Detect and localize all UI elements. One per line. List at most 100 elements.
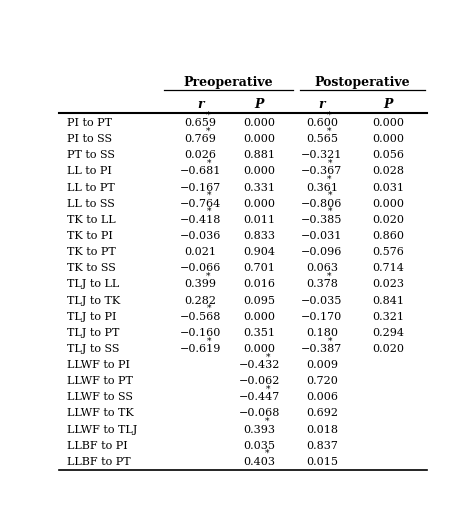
Text: −0.418: −0.418 — [180, 215, 221, 225]
Text: PI to SS: PI to SS — [66, 134, 112, 144]
Text: 0.860: 0.860 — [372, 231, 404, 241]
Text: −0.387: −0.387 — [301, 344, 343, 354]
Text: 0.020: 0.020 — [372, 344, 404, 354]
Text: 0.000: 0.000 — [244, 199, 275, 209]
Text: LLBF to PT: LLBF to PT — [66, 457, 130, 467]
Text: 0.000: 0.000 — [372, 134, 404, 144]
Text: 0.000: 0.000 — [244, 134, 275, 144]
Text: 0.063: 0.063 — [306, 263, 338, 274]
Text: −0.447: −0.447 — [239, 392, 280, 402]
Text: *: * — [328, 336, 332, 345]
Text: TLJ to LL: TLJ to LL — [66, 279, 119, 289]
Text: 0.020: 0.020 — [372, 215, 404, 225]
Text: TLJ to SS: TLJ to SS — [66, 344, 119, 354]
Text: −0.170: −0.170 — [301, 312, 343, 322]
Text: 0.000: 0.000 — [372, 199, 404, 209]
Text: −0.367: −0.367 — [301, 166, 343, 176]
Text: *: * — [207, 207, 211, 216]
Text: −0.035: −0.035 — [301, 296, 343, 306]
Text: LLWF to SS: LLWF to SS — [66, 392, 133, 402]
Text: 0.692: 0.692 — [306, 409, 338, 419]
Text: TK to SS: TK to SS — [66, 263, 116, 274]
Text: 0.576: 0.576 — [372, 247, 404, 257]
Text: 0.000: 0.000 — [372, 118, 404, 128]
Text: 0.294: 0.294 — [372, 328, 404, 338]
Text: r: r — [319, 98, 325, 110]
Text: *: * — [265, 352, 270, 361]
Text: TK to LL: TK to LL — [66, 215, 115, 225]
Text: −0.764: −0.764 — [180, 199, 221, 209]
Text: *: * — [206, 110, 210, 119]
Text: −0.806: −0.806 — [301, 199, 343, 209]
Text: 0.659: 0.659 — [185, 118, 217, 128]
Text: 0.000: 0.000 — [244, 118, 275, 128]
Text: LL to PT: LL to PT — [66, 183, 114, 193]
Text: 0.904: 0.904 — [244, 247, 275, 257]
Text: PI to PT: PI to PT — [66, 118, 111, 128]
Text: 0.833: 0.833 — [244, 231, 275, 241]
Text: *: * — [206, 272, 210, 281]
Text: 0.403: 0.403 — [244, 457, 275, 467]
Text: 0.026: 0.026 — [185, 150, 217, 161]
Text: PT to SS: PT to SS — [66, 150, 115, 161]
Text: P: P — [383, 98, 393, 110]
Text: Postoperative: Postoperative — [315, 77, 410, 89]
Text: 0.028: 0.028 — [372, 166, 404, 176]
Text: *: * — [328, 191, 332, 200]
Text: *: * — [207, 336, 211, 345]
Text: 0.015: 0.015 — [306, 457, 338, 467]
Text: TK to PI: TK to PI — [66, 231, 112, 241]
Text: 0.011: 0.011 — [244, 215, 275, 225]
Text: 0.180: 0.180 — [306, 328, 338, 338]
Text: 0.881: 0.881 — [244, 150, 275, 161]
Text: −0.385: −0.385 — [301, 215, 343, 225]
Text: 0.361: 0.361 — [306, 183, 338, 193]
Text: TK to PT: TK to PT — [66, 247, 115, 257]
Text: LLWF to TK: LLWF to TK — [66, 409, 133, 419]
Text: 0.021: 0.021 — [185, 247, 217, 257]
Text: *: * — [265, 385, 270, 394]
Text: −0.167: −0.167 — [180, 183, 221, 193]
Text: 0.714: 0.714 — [372, 263, 404, 274]
Text: 0.393: 0.393 — [244, 425, 275, 435]
Text: *: * — [328, 159, 332, 168]
Text: *: * — [327, 110, 331, 119]
Text: 0.006: 0.006 — [306, 392, 338, 402]
Text: −0.432: −0.432 — [239, 360, 280, 370]
Text: −0.036: −0.036 — [180, 231, 221, 241]
Text: 0.000: 0.000 — [244, 344, 275, 354]
Text: 0.282: 0.282 — [185, 296, 217, 306]
Text: 0.000: 0.000 — [244, 166, 275, 176]
Text: −0.068: −0.068 — [239, 409, 280, 419]
Text: 0.769: 0.769 — [185, 134, 217, 144]
Text: *: * — [327, 127, 331, 136]
Text: *: * — [206, 127, 210, 136]
Text: LLBF to PI: LLBF to PI — [66, 441, 128, 451]
Text: 0.378: 0.378 — [306, 279, 338, 289]
Text: 0.399: 0.399 — [185, 279, 217, 289]
Text: 0.331: 0.331 — [244, 183, 275, 193]
Text: 0.023: 0.023 — [372, 279, 404, 289]
Text: −0.321: −0.321 — [301, 150, 343, 161]
Text: −0.568: −0.568 — [180, 312, 221, 322]
Text: 0.056: 0.056 — [372, 150, 404, 161]
Text: *: * — [264, 449, 269, 458]
Text: LL to SS: LL to SS — [66, 199, 115, 209]
Text: *: * — [264, 417, 269, 426]
Text: −0.619: −0.619 — [180, 344, 221, 354]
Text: −0.062: −0.062 — [239, 376, 280, 386]
Text: Preoperative: Preoperative — [183, 77, 273, 89]
Text: 0.351: 0.351 — [244, 328, 275, 338]
Text: −0.681: −0.681 — [180, 166, 221, 176]
Text: LLWF to PI: LLWF to PI — [66, 360, 129, 370]
Text: 0.841: 0.841 — [372, 296, 404, 306]
Text: 0.701: 0.701 — [244, 263, 275, 274]
Text: 0.000: 0.000 — [244, 312, 275, 322]
Text: TLJ to PT: TLJ to PT — [66, 328, 119, 338]
Text: LL to PI: LL to PI — [66, 166, 111, 176]
Text: LLWF to PT: LLWF to PT — [66, 376, 132, 386]
Text: −0.031: −0.031 — [301, 231, 343, 241]
Text: 0.095: 0.095 — [244, 296, 275, 306]
Text: 0.018: 0.018 — [306, 425, 338, 435]
Text: P: P — [255, 98, 264, 110]
